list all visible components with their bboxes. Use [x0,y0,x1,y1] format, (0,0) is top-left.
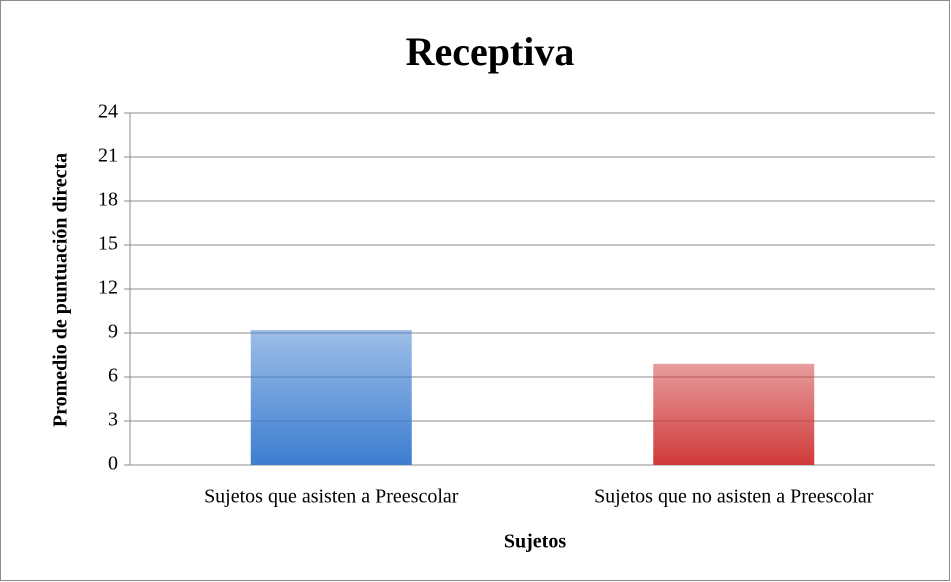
y-axis-label: Promedio de puntuación directa [50,153,72,427]
y-tick-label: 12 [98,277,118,299]
chart-title: Receptiva [406,29,575,74]
y-tick-label: 21 [98,145,118,167]
x-tick-label: Sujetos que no asisten a Preescolar [594,486,874,508]
bar [653,363,815,465]
y-tick-label: 15 [98,233,118,255]
y-tick-label: 3 [108,409,118,431]
y-tick-label: 9 [108,321,118,343]
x-axis-label: Sujetos [504,531,566,553]
y-tick-label: 24 [98,101,118,123]
bar [250,330,412,465]
y-tick-label: 18 [98,189,118,211]
x-tick-label: Sujetos que asisten a Preescolar [204,486,459,508]
y-tick-label: 0 [108,453,118,475]
y-tick-label: 6 [108,365,118,387]
